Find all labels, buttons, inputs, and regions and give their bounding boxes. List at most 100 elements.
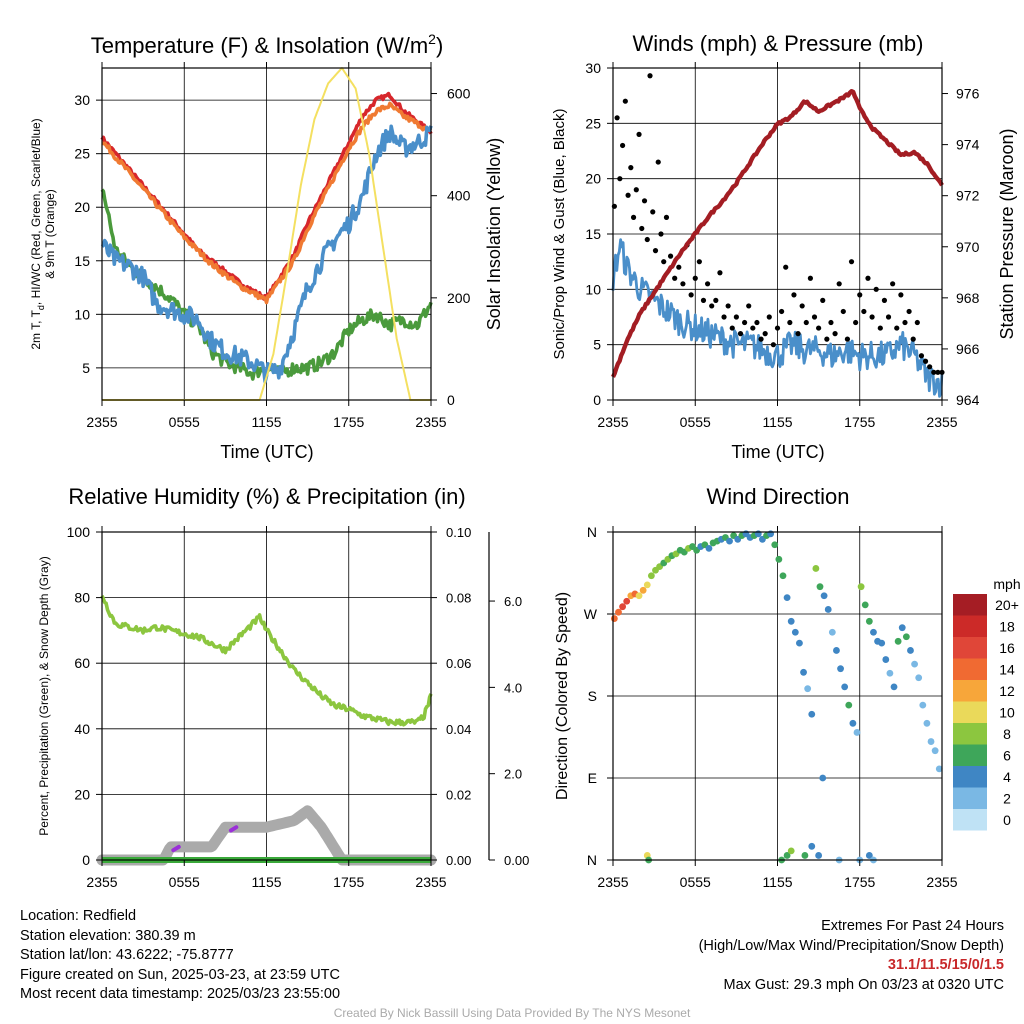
direction-point [890, 683, 898, 691]
gust-point [881, 297, 888, 303]
direction-series [610, 530, 943, 864]
gust-point [927, 364, 933, 370]
temperature-ytick-label: 20 [74, 199, 90, 215]
gust-point [894, 325, 900, 331]
pressure-ytick-label: 968 [956, 290, 980, 306]
direction-point [819, 774, 827, 782]
gust-point [873, 286, 879, 292]
temperature-line [101, 101, 433, 305]
precip-ytick-label: 0.08 [446, 591, 471, 606]
direction-point [828, 628, 836, 636]
max-gust-text: Max Gust: 29.3 mph On 03/23 at 0320 UTC [723, 976, 1004, 993]
direction-point [812, 565, 820, 572]
snow-ytick-label: 2.0 [504, 767, 522, 782]
gust-point [898, 292, 904, 298]
gust-point [910, 336, 916, 342]
gust-point [754, 319, 760, 326]
gust-point [820, 297, 826, 303]
legend-swatch [953, 701, 987, 723]
direction-xtick-label: 1755 [844, 874, 875, 890]
gust-point [770, 342, 776, 348]
direction-point [647, 572, 655, 580]
humidity-ytick-label: 60 [74, 655, 90, 671]
gust-point [658, 231, 664, 237]
direction-point [787, 617, 795, 625]
direction-point [915, 674, 923, 682]
insolation-ytick-label: 200 [447, 290, 471, 306]
direction-point [849, 719, 857, 727]
temperature-xtick-label: 2355 [86, 414, 117, 430]
gust-point [622, 98, 628, 104]
gust-point [840, 308, 846, 315]
direction-point [919, 701, 927, 709]
gust-point [725, 303, 731, 309]
winds-series [611, 73, 945, 398]
pressure-ytick-label: 964 [956, 392, 980, 408]
temperature-xtick-label: 0555 [169, 414, 200, 430]
direction-point [801, 852, 809, 859]
temperature-ylabel: 2m T, Td, HI/WC (Red, Green, Scarlet/Blu… [29, 118, 46, 349]
precip-ytick-label: 0.10 [446, 525, 471, 540]
extremes-info: Extremes For Past 24 Hours (High/Low/Max… [699, 917, 1004, 995]
precip-ytick-label: 0.04 [446, 722, 471, 737]
direction-point [865, 617, 873, 625]
winds-y2label: Station Pressure (Maroon) [997, 128, 1017, 339]
gust-point [742, 319, 748, 326]
gust-point [816, 325, 822, 331]
gust-point [762, 331, 768, 337]
gust-point [758, 336, 764, 342]
gust-point [688, 292, 694, 298]
direction-point [878, 639, 886, 647]
pressure-ytick-label: 976 [956, 86, 980, 102]
wind-speed-line [611, 238, 944, 398]
legend-swatch [953, 594, 987, 616]
winds-ytick-label: 25 [585, 115, 601, 131]
direction-ytick-label: E [588, 770, 597, 786]
temperature-ytick-label: 15 [74, 253, 90, 269]
winds-ticks: 2355 0555 1155 1755 2355 0 5 10 15 20 25 30 964 966 96… [585, 60, 979, 430]
gust-point [902, 319, 908, 326]
pressure-ytick-label: 970 [956, 239, 980, 255]
direction-point [833, 647, 840, 654]
gust-point [614, 115, 620, 121]
direction-ytick-label: W [584, 606, 598, 622]
pressure-line [611, 89, 944, 378]
gust-point [750, 325, 756, 331]
gust-point [746, 303, 752, 309]
temperature-title: Temperature (F) & Insolation (W/m2) [91, 31, 444, 58]
humidity-grid [101, 531, 432, 861]
legend-label: 10 [999, 705, 1015, 721]
winds-title: Winds (mph) & Pressure (mb) [633, 31, 924, 56]
direction-xtick-label: 2355 [597, 874, 628, 890]
gust-point [713, 297, 719, 303]
gust-point [617, 176, 623, 182]
winds-ytick-label: 30 [585, 60, 601, 76]
direction-point [907, 647, 914, 654]
legend-swatch [953, 723, 987, 745]
gust-point [931, 369, 937, 375]
gust-point [721, 314, 727, 320]
gust-point [672, 275, 678, 281]
legend-swatch [953, 658, 987, 680]
direction-point [902, 633, 910, 641]
gust-point [639, 225, 645, 232]
direction-point [796, 639, 803, 647]
direction-point [861, 601, 869, 609]
legend-swatch [953, 637, 987, 659]
precip-ytick-label: 0.00 [446, 853, 471, 868]
gust-point [663, 214, 670, 220]
direction-point [870, 628, 877, 636]
direction-point [857, 583, 865, 591]
gust-point [774, 325, 781, 331]
temperature-series [100, 67, 433, 401]
gust-point [832, 331, 838, 337]
direction-point [808, 842, 816, 850]
winds-xtick-label: 2355 [926, 414, 957, 430]
snow-ytick-label: 6.0 [504, 594, 522, 609]
gust-point [795, 331, 801, 337]
humidity-ytick-label: 20 [74, 786, 90, 802]
temperature-ytick-label: 10 [74, 306, 90, 322]
direction-grid [612, 531, 943, 861]
winds-xtick-label: 0555 [680, 414, 711, 430]
